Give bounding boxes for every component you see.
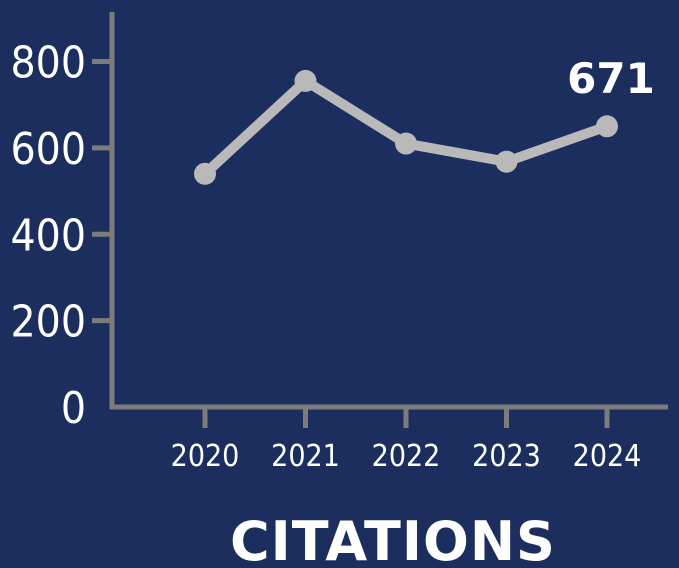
series-line	[200, 75, 612, 179]
y-axis-ticks: 0 200 400 600 800	[10, 38, 114, 434]
y-tick-label: 200	[10, 297, 86, 348]
data-points	[194, 69, 618, 185]
y-tick-label: 0	[61, 383, 86, 434]
x-tick-label: 2020	[171, 439, 240, 474]
y-tick-label: 800	[10, 38, 86, 89]
data-point-2023	[495, 150, 518, 173]
y-tick-label: 400	[10, 210, 86, 261]
x-tick-label: 2024	[573, 439, 642, 474]
annotation-label: 671	[567, 54, 655, 103]
data-point-2020	[194, 162, 216, 185]
y-tick-label: 600	[10, 124, 86, 175]
x-tick-label: 2023	[472, 439, 541, 474]
x-tick-label: 2021	[271, 439, 340, 474]
chart-title: CITATIONS	[230, 510, 556, 568]
x-tick-label: 2022	[372, 439, 441, 474]
data-point-2021	[294, 69, 317, 92]
data-point-2022	[395, 132, 417, 155]
data-point-2024	[596, 115, 618, 138]
x-axis-ticks: 2020 2021 2022 2023 2024	[171, 407, 642, 474]
